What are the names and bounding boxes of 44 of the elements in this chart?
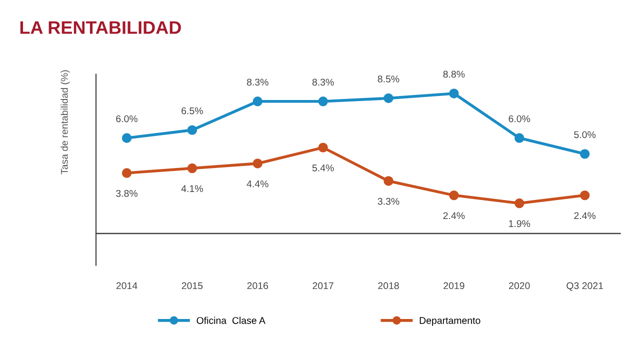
x-tick-label: 2017	[312, 282, 334, 290]
chart-title: LA RENTABILIDAD	[20, 21, 181, 34]
x-tick-label: 2015	[182, 282, 203, 290]
point	[384, 176, 394, 186]
point	[318, 96, 328, 106]
data-label: 6.5%	[182, 107, 203, 114]
point	[122, 168, 132, 178]
data-label: 2.4%	[443, 212, 465, 220]
data-label: 1.9%	[509, 220, 530, 228]
data-label: 5.4%	[312, 164, 334, 172]
data-label: 6.0%	[116, 115, 138, 122]
point	[580, 190, 590, 200]
x-tick-label: 2014	[116, 282, 138, 290]
data-label: 6.0%	[508, 115, 530, 122]
x-tick-label: 2018	[378, 282, 399, 290]
point	[187, 125, 198, 135]
x-tick-label: 2019	[444, 282, 464, 290]
data-label: 3.8%	[116, 190, 138, 197]
x-tick-label: 2016	[247, 282, 268, 290]
x-tick-label: Q3 2021	[566, 282, 603, 291]
point	[187, 163, 198, 174]
data-label: 8.3%	[246, 78, 268, 86]
point	[252, 158, 262, 168]
y-axis-title: Tasa de rentabilidad (%)	[60, 70, 70, 174]
point	[580, 149, 590, 159]
legend-label: Oficina Clase A	[196, 316, 266, 324]
legend-label: Departamento	[420, 317, 480, 326]
point	[122, 133, 132, 143]
data-label: 3.3%	[378, 198, 400, 205]
x-tick-label: 2020	[509, 282, 530, 290]
point	[384, 93, 394, 104]
data-label: 2.4%	[574, 212, 596, 220]
point	[514, 133, 524, 143]
data-label: 4.1%	[181, 185, 203, 192]
data-label: 5.0%	[574, 131, 596, 138]
point	[514, 198, 524, 208]
data-label: 8.8%	[443, 70, 465, 78]
point	[252, 96, 262, 106]
point	[449, 190, 459, 200]
data-label: 8.5%	[378, 76, 400, 82]
data-label: 4.4%	[246, 180, 268, 188]
point	[449, 88, 459, 98]
point	[318, 142, 328, 152]
data-label: 8.3%	[312, 78, 334, 86]
